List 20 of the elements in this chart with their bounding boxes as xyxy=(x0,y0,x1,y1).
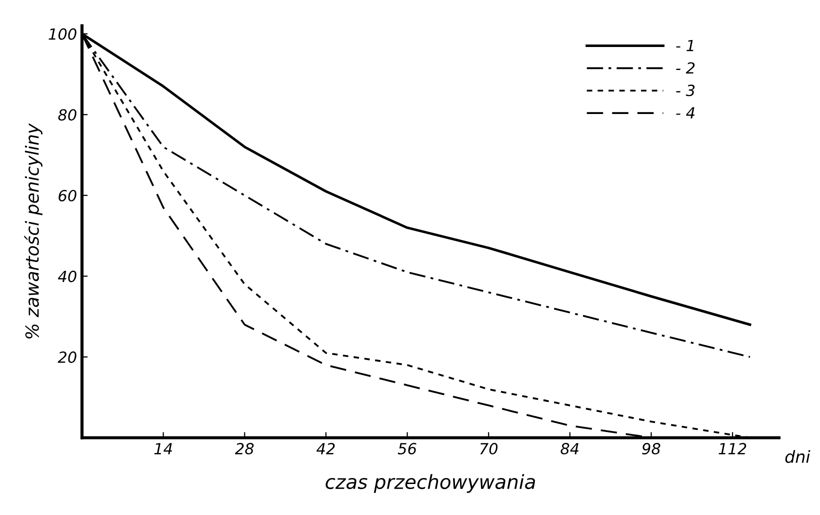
x-tick-label: 112 xyxy=(718,442,746,454)
y-axis-title: % zawartości penicyliny xyxy=(24,123,42,338)
y-tick-label: 100 xyxy=(48,28,76,40)
x-tick-label: 70 xyxy=(480,442,498,454)
x-axis-title: czas przechowywania xyxy=(326,474,535,493)
x-tick-label: 14 xyxy=(154,443,172,454)
y-tick-label: 80 xyxy=(58,109,76,121)
x-tick-label: 42 xyxy=(316,442,335,454)
y-tick-label: 40 xyxy=(58,270,76,282)
x-tick-label: 56 xyxy=(398,442,416,454)
x-tick-label: 98 xyxy=(642,442,660,454)
y-tick-label: 60 xyxy=(58,190,76,202)
legend-label: - 1 xyxy=(676,40,694,52)
legend-label: - 2 xyxy=(676,62,695,74)
text: dni xyxy=(785,450,810,463)
x-tick-label: 84 xyxy=(560,442,579,454)
y-tick-label: 20 xyxy=(58,351,76,363)
legend-label: - 3 xyxy=(676,84,695,96)
legend-label: - 4 xyxy=(676,107,694,118)
x-tick-label: 28 xyxy=(234,442,254,454)
